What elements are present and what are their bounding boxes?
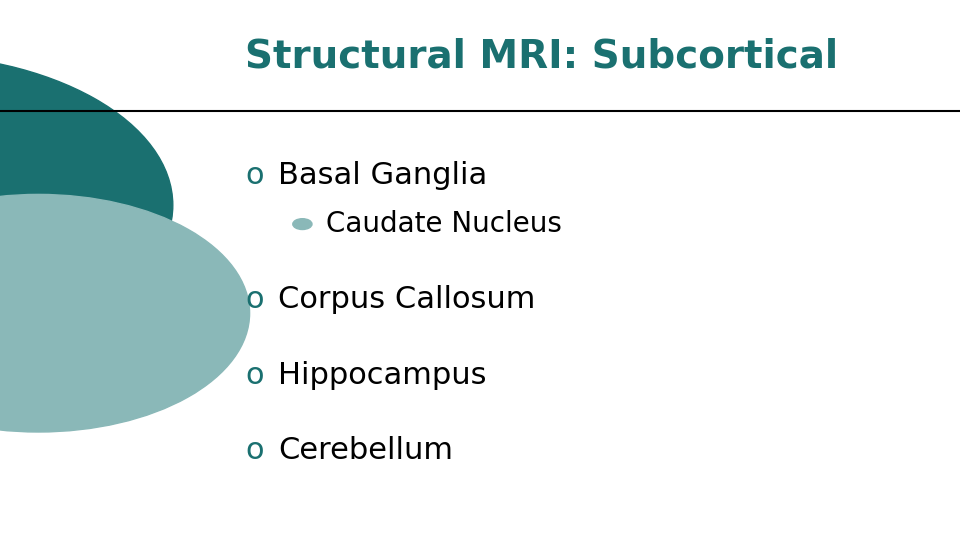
Text: Cerebellum: Cerebellum: [278, 436, 453, 465]
Circle shape: [293, 219, 312, 230]
Text: Caudate Nucleus: Caudate Nucleus: [326, 210, 563, 238]
Text: o: o: [245, 161, 264, 190]
Text: Structural MRI: Subcortical: Structural MRI: Subcortical: [245, 38, 838, 76]
Text: o: o: [245, 436, 264, 465]
Circle shape: [0, 54, 173, 356]
Text: o: o: [245, 285, 264, 314]
Circle shape: [0, 194, 250, 432]
Text: Hippocampus: Hippocampus: [278, 361, 487, 390]
Text: Basal Ganglia: Basal Ganglia: [278, 161, 488, 190]
Text: o: o: [245, 361, 264, 390]
Text: Corpus Callosum: Corpus Callosum: [278, 285, 536, 314]
